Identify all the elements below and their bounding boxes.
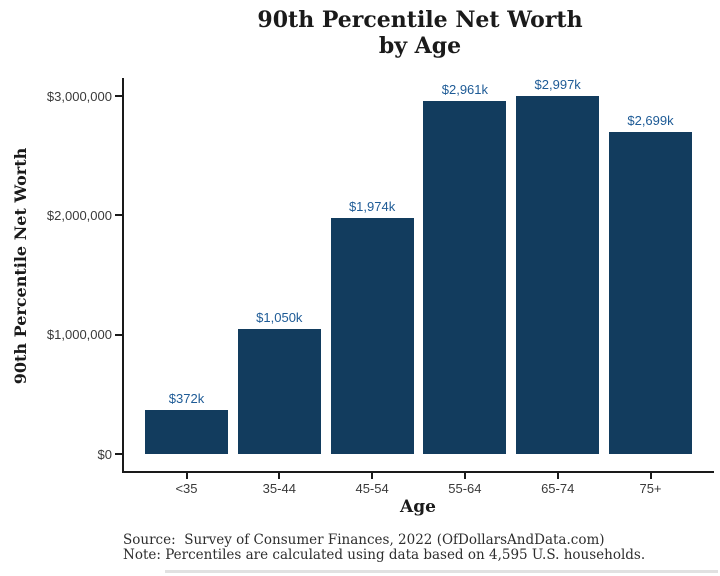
bar-value-label: $1,050k — [256, 309, 303, 325]
y-tick — [115, 214, 122, 217]
bar — [609, 131, 692, 454]
y-tick-label: $1,000,000 — [46, 327, 112, 343]
x-tick-label: 65-74 — [541, 481, 575, 496]
footer-note: Note: Percentiles are calculated using d… — [123, 547, 646, 563]
x-axis-line — [122, 471, 714, 473]
bar — [516, 96, 600, 454]
x-tick-label: <35 — [175, 481, 198, 496]
x-axis-title: Age — [400, 497, 436, 517]
x-tick — [371, 473, 374, 479]
footer-source: Source: Survey of Consumer Finances, 202… — [123, 532, 605, 548]
y-axis-line — [122, 78, 124, 473]
bar — [237, 328, 321, 454]
y-tick — [115, 95, 122, 97]
y-tick-label: $0 — [97, 446, 112, 462]
x-tick-label: 35-44 — [262, 481, 296, 496]
screenshot-edge-artifact — [165, 570, 718, 573]
bar-value-label: $2,961k — [441, 81, 489, 97]
bar-value-label: $2,699k — [627, 112, 674, 128]
chart-title-line-2: by Age — [378, 33, 462, 59]
bar — [330, 218, 414, 454]
x-tick — [649, 473, 652, 479]
x-tick-label: 75+ — [639, 481, 662, 496]
y-tick-label: $3,000,000 — [46, 88, 112, 104]
x-tick-label: 45-54 — [355, 481, 389, 496]
y-tick — [115, 453, 122, 455]
x-tick-label: 55-64 — [448, 481, 482, 496]
chart-title: 90th Percentile Net Worth by Age — [120, 7, 720, 59]
x-tick — [463, 473, 466, 479]
x-tick — [185, 473, 188, 479]
y-axis-title: 90th Percentile Net Worth — [11, 147, 30, 385]
x-tick — [556, 473, 559, 479]
bar-value-label: $372k — [168, 390, 205, 406]
bar-value-label: $1,974k — [348, 199, 396, 215]
bar-value-label: $2,997k — [534, 77, 581, 93]
x-tick — [278, 473, 281, 479]
bar — [423, 100, 507, 454]
y-tick-label: $2,000,000 — [46, 207, 112, 223]
chart-title-line-1: 90th Percentile Net Worth — [257, 7, 583, 33]
bar — [145, 409, 228, 454]
y-tick — [115, 333, 122, 336]
